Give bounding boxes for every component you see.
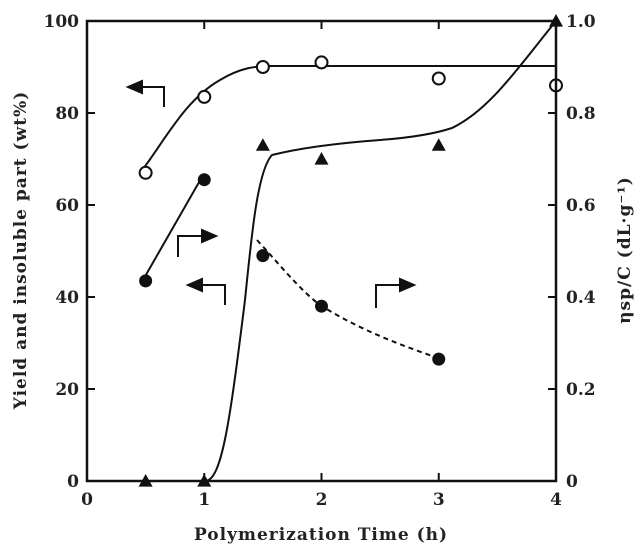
arrow-left-icon (125, 79, 165, 107)
open-circle-point (255, 60, 270, 74)
x-tick-label: 2 (316, 490, 328, 510)
filled-circle-point (432, 352, 446, 366)
y-right-tick-label: 0.4 (566, 288, 596, 308)
arrow-left-icon (185, 277, 226, 305)
x-tick-label: 4 (550, 490, 562, 510)
open-circle-fit-curve (142, 65, 556, 170)
filled-circle-point (197, 173, 211, 187)
y-left-tick-label: 100 (44, 12, 80, 32)
filled-circle-point (256, 249, 270, 263)
x-tick-label: 0 (81, 490, 93, 510)
filled-triangle-point (255, 138, 270, 151)
y-right-tick-label: 1.0 (566, 12, 596, 32)
open-circle-point (197, 89, 212, 104)
open-circle-point (431, 71, 446, 86)
arrow-right-icon (375, 277, 417, 308)
left-y-axis-title: Yield and insoluble part (wt%) (11, 91, 31, 411)
y-left-tick-label: 60 (55, 196, 79, 216)
x-tick-label: 3 (433, 490, 445, 510)
filled-triangle-point (314, 152, 329, 165)
x-axis-title: Polymerization Time (h) (194, 525, 448, 545)
y-left-tick-label: 40 (55, 288, 79, 308)
y-left-tick-label: 80 (55, 104, 79, 124)
filled-circle-point (315, 299, 328, 313)
y-right-tick-label: 0.8 (566, 104, 596, 124)
right-y-axis-title: ηsp/C (dL·g⁻¹) (615, 176, 635, 324)
y-left-tick-label: 0 (67, 472, 79, 492)
filled-triangle-point (431, 138, 446, 151)
open-circle-point (138, 165, 153, 180)
filled-circle-point (139, 274, 153, 288)
filled-circle-fit-curve-dashed (256, 239, 442, 360)
plot-frame (85, 19, 558, 483)
axis-indicator-arrows (125, 79, 417, 308)
y-left-tick-label: 20 (55, 380, 79, 400)
filled-circle-fit-curve-solid (142, 176, 203, 281)
data-markers (138, 14, 563, 487)
arrow-right-icon (177, 228, 219, 257)
open-circle-point (314, 55, 329, 70)
y-right-tick-label: 0 (566, 472, 578, 492)
y-right-tick-label: 0.2 (566, 380, 596, 400)
x-tick-label: 1 (198, 490, 210, 510)
y-right-tick-label: 0.6 (566, 196, 596, 216)
triangle-fit-curve (143, 20, 557, 482)
